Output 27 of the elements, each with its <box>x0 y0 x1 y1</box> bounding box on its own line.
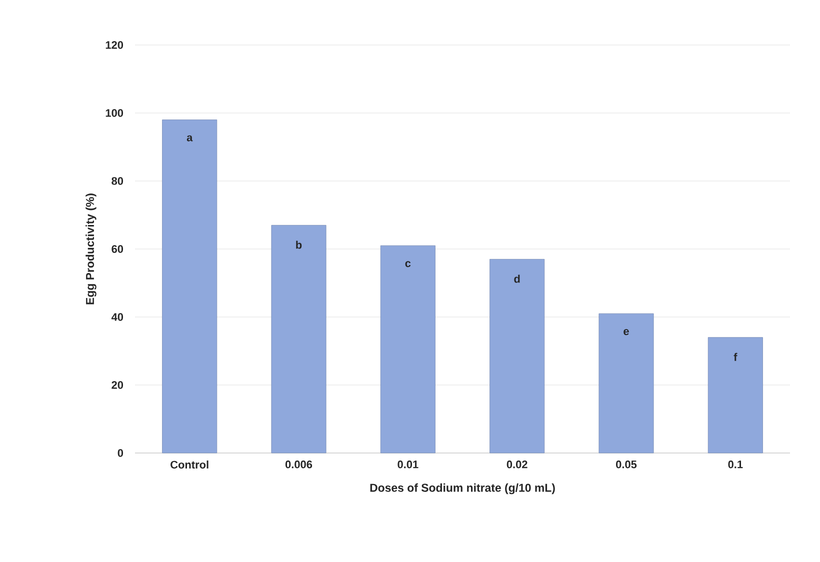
x-tick-label: 0.02 <box>506 460 528 468</box>
y-tick-label: 40 <box>111 313 124 321</box>
annotation: d <box>514 274 520 283</box>
x-tick-label: 0.05 <box>616 460 637 468</box>
bar <box>162 120 218 454</box>
bar <box>708 337 763 454</box>
x-tick-label: 0.006 <box>285 460 312 468</box>
annotation: c <box>405 261 411 268</box>
bar <box>380 245 436 454</box>
bar <box>490 258 545 454</box>
x-tick-label: 0.01 <box>398 460 418 468</box>
annotation: a <box>186 135 193 142</box>
annotation: e <box>624 329 629 336</box>
y-tick-label: 60 <box>112 245 124 253</box>
y-tick-label: 0 <box>118 449 124 457</box>
y-tick-label: 120 <box>106 41 124 49</box>
x-axis-title: Doses of Sodium nitrate (g/10 mL) <box>370 483 555 494</box>
x-tick-label: Control <box>170 460 208 469</box>
y-tick-label: 20 <box>112 381 124 389</box>
bar <box>271 224 326 454</box>
annotation: b <box>296 240 302 249</box>
y-tick-label: 100 <box>106 109 124 117</box>
y-axis-title: Egg Productivity (%) <box>86 194 96 304</box>
y-tick-label: 80 <box>112 177 124 185</box>
annotation: f <box>734 352 738 361</box>
bar <box>598 313 654 454</box>
x-tick-label: 0.1 <box>728 460 743 468</box>
